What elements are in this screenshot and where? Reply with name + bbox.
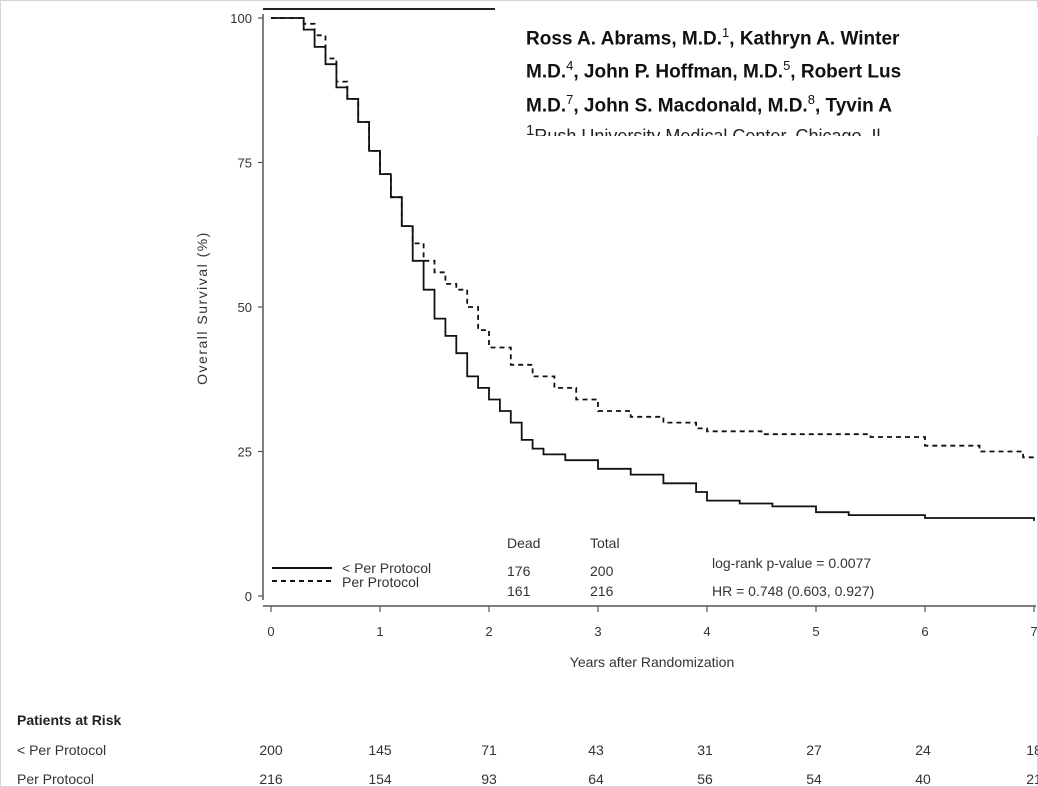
x-tick-label: 0 xyxy=(267,624,274,639)
x-tick-label: 2 xyxy=(485,624,492,639)
risk-count: 154 xyxy=(368,771,392,787)
risk-count: 93 xyxy=(481,771,497,787)
risk-count: 27 xyxy=(806,742,822,758)
stats-total-value: 200 xyxy=(590,563,614,579)
risk-count: 18 xyxy=(1026,742,1038,758)
risk-count: 40 xyxy=(915,771,931,787)
series-line-per-protocol xyxy=(271,17,1035,461)
risk-count: 21 xyxy=(1026,771,1038,787)
chart-ticks: 0 25 50 75 100 0 1 2 3 4 5 6 7 xyxy=(230,11,1037,639)
affiliation-line: 1Rush University Medical Center, Chicago… xyxy=(526,122,881,136)
risk-row: < Per Protocol 200 145 71 43 31 27 24 18 xyxy=(0,742,1038,762)
x-tick-label: 7 xyxy=(1030,624,1037,639)
risk-count: 145 xyxy=(368,742,392,758)
legend-label-dashed: Per Protocol xyxy=(342,574,419,590)
top-rule xyxy=(263,8,495,10)
author-line: M.D.7, John S. Macdonald, M.D.8, Tyvin A xyxy=(526,91,893,116)
risk-count: 216 xyxy=(259,771,283,787)
x-axis-label: Years after Randomization xyxy=(570,654,734,670)
author-list: Ross A. Abrams, M.D.1, Kathryn A. Winter… xyxy=(526,19,1038,119)
chart-curves xyxy=(271,17,1035,521)
risk-row-label: Per Protocol xyxy=(17,771,95,787)
stats-total-value: 216 xyxy=(590,583,614,599)
stats-dead-value: 161 xyxy=(507,583,531,599)
patients-at-risk-title: Patients at Risk xyxy=(17,712,122,728)
y-tick-label: 0 xyxy=(245,589,252,604)
risk-count: 24 xyxy=(915,742,931,758)
stats-dead-value: 176 xyxy=(507,563,531,579)
logrank-annotation: log-rank p-value = 0.0077 xyxy=(712,555,871,571)
risk-count: 54 xyxy=(806,771,822,787)
y-tick-label: 50 xyxy=(238,300,252,315)
y-tick-label: 100 xyxy=(230,11,252,26)
legend-label-solid: < Per Protocol xyxy=(342,560,431,576)
risk-count: 31 xyxy=(697,742,713,758)
x-tick-label: 4 xyxy=(703,624,710,639)
author-line: M.D.4, John P. Hoffman, M.D.5, Robert Lu… xyxy=(526,58,902,83)
overlaid-paper-header: Ross A. Abrams, M.D.1, Kathryn A. Winter… xyxy=(495,8,1038,136)
risk-row: Per Protocol 216 154 93 64 56 54 40 21 xyxy=(0,771,1038,787)
x-tick-label: 5 xyxy=(812,624,819,639)
hazard-ratio-annotation: HR = 0.748 (0.603, 0.927) xyxy=(712,583,874,599)
risk-row-label: < Per Protocol xyxy=(17,742,107,758)
y-axis-label: Overall Survival (%) xyxy=(194,231,210,385)
series-line-less-than-per-protocol xyxy=(271,17,1035,521)
x-tick-label: 1 xyxy=(376,624,383,639)
risk-count: 64 xyxy=(588,771,604,787)
x-tick-label: 3 xyxy=(594,624,601,639)
chart-legend: < Per Protocol Per Protocol xyxy=(272,560,431,590)
y-tick-label: 25 xyxy=(238,445,252,460)
risk-count: 56 xyxy=(697,771,713,787)
y-tick-label: 75 xyxy=(238,156,252,171)
stats-header-dead: Dead xyxy=(507,535,540,551)
author-line: Ross A. Abrams, M.D.1, Kathryn A. Winter xyxy=(526,25,900,50)
stats-header-total: Total xyxy=(590,535,620,551)
risk-count: 43 xyxy=(588,742,604,758)
x-tick-label: 6 xyxy=(921,624,928,639)
stats-table: Dead Total 176 200 161 216 xyxy=(507,535,620,599)
risk-count: 71 xyxy=(481,742,497,758)
risk-count: 200 xyxy=(259,742,283,758)
